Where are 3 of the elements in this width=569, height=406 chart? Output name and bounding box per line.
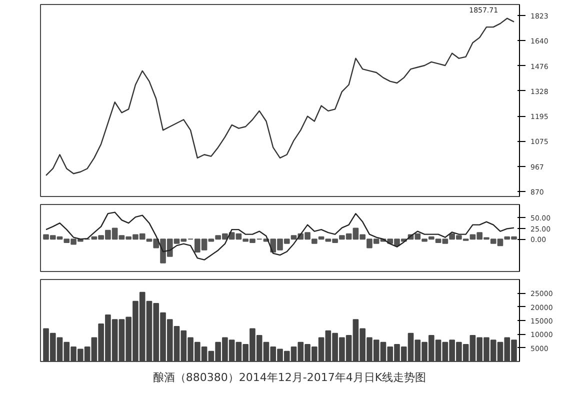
line-series	[45, 212, 515, 260]
line-series	[45, 18, 515, 176]
text: 酿酒（880380）2014年12月-2017年4月日K线走势图	[152, 370, 426, 386]
